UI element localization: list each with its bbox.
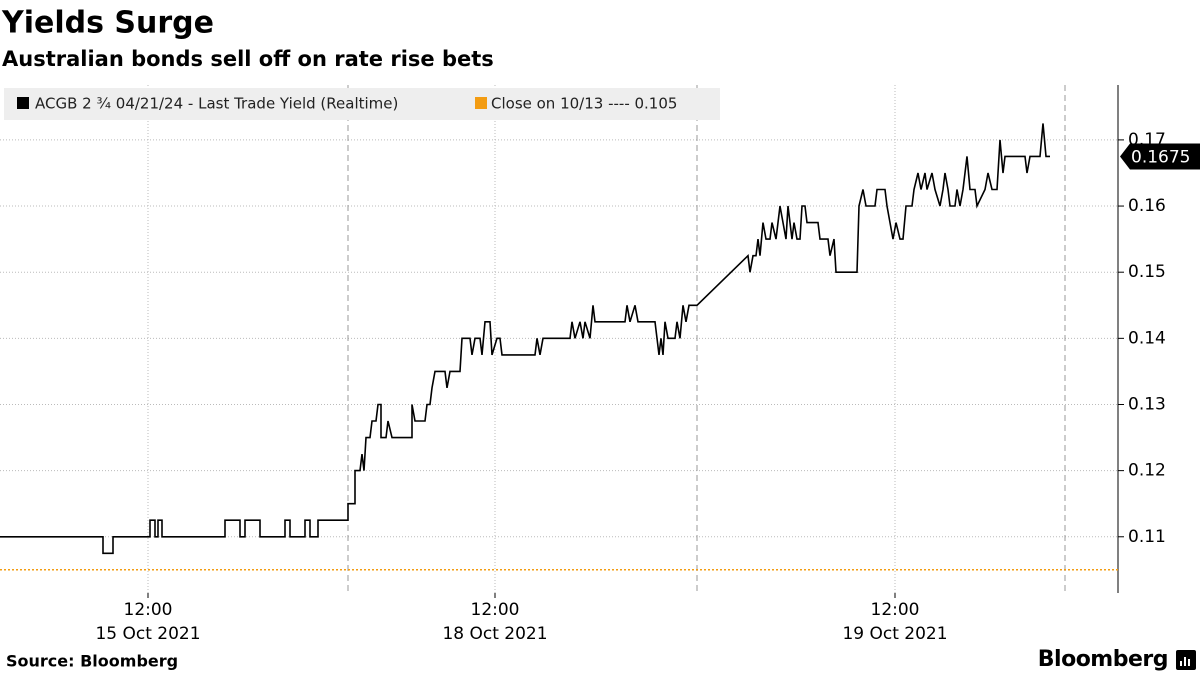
source: Source: Bloomberg [6, 652, 178, 671]
y-tick-label: 0.13 [1128, 394, 1166, 414]
y-tick-label: 0.16 [1128, 196, 1166, 216]
legend-label: ACGB 2 ¾ 04/21/24 - Last Trade Yield (Re… [35, 95, 398, 113]
x-tick-date: 19 Oct 2021 [842, 624, 947, 644]
brand: Bloomberg [1038, 647, 1168, 672]
chart-title: Yields Surge [1, 6, 214, 41]
chart-subtitle: Australian bonds sell off on rate rise b… [2, 47, 494, 71]
legend-swatch [17, 97, 29, 109]
x-tick-label: 12:00 [471, 600, 520, 620]
x-tick-label: 12:00 [871, 600, 920, 620]
last-value-label: 0.1675 [1131, 147, 1190, 167]
y-tick-label: 0.12 [1128, 461, 1166, 481]
y-tick-label: 0.14 [1128, 328, 1166, 348]
y-tick-label: 0.11 [1128, 527, 1166, 547]
last-value-tag [1120, 143, 1200, 170]
x-tick-label: 12:00 [124, 600, 173, 620]
legend-label: Close on 10/13 ---- 0.105 [491, 95, 677, 113]
x-tick-date: 18 Oct 2021 [442, 624, 547, 644]
x-tick-date: 15 Oct 2021 [95, 624, 200, 644]
brand-icon-bars [1180, 657, 1190, 666]
yield-line [0, 123, 1050, 555]
legend-box [4, 88, 720, 120]
y-tick-label: 0.15 [1128, 262, 1166, 282]
legend-swatch [475, 97, 487, 109]
